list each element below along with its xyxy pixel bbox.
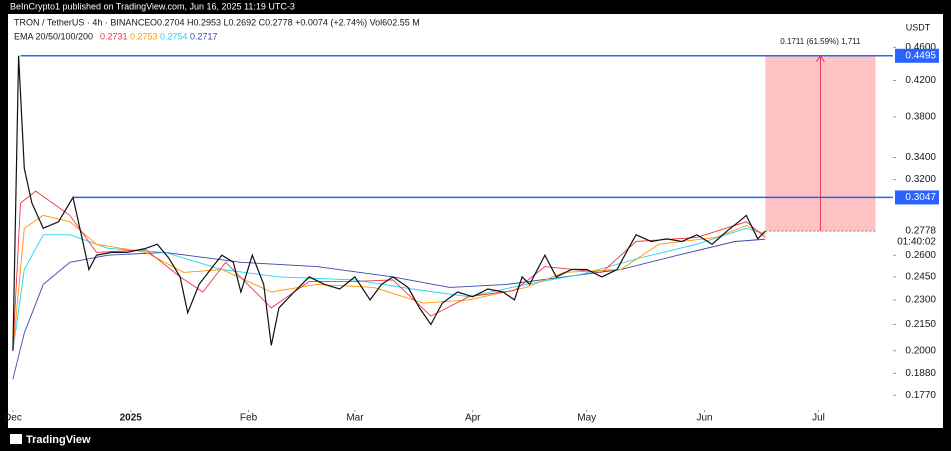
x-tick-label: Mar xyxy=(346,413,364,424)
y-tick-label: 0.1880 xyxy=(905,368,936,379)
brand: TradingView xyxy=(10,434,91,446)
y-tick-label: 0.2450 xyxy=(905,272,936,283)
y-tick-label: 0.4200 xyxy=(905,75,936,86)
current-price: 0.2778 xyxy=(905,226,936,237)
chart-area xyxy=(8,14,943,428)
price-tag xyxy=(895,190,939,205)
indicator-value: 0.2754 xyxy=(160,31,188,41)
x-tick-label: Jun xyxy=(696,413,712,424)
y-tick-label: 0.3800 xyxy=(905,112,936,123)
indicator-value: 0.2717 xyxy=(190,31,218,41)
x-tick-label: May xyxy=(577,413,596,424)
y-tick-label: 0.3400 xyxy=(905,152,936,163)
indicator: EMA 20/50/100/200 xyxy=(14,31,93,41)
y-tick-label: 0.4600 xyxy=(905,42,936,53)
ema-line xyxy=(12,238,766,380)
x-tick-label: Feb xyxy=(240,413,258,424)
price-tag xyxy=(895,48,939,63)
y-tick-label: 0.2600 xyxy=(905,250,936,261)
measure-label: 0.1711 (61.59%) 1,711 xyxy=(780,37,861,46)
ema-line xyxy=(12,214,766,351)
ema-line xyxy=(12,227,766,351)
y-tick-label: 0.2000 xyxy=(905,345,936,356)
y-tick-label: 0.3200 xyxy=(905,174,936,185)
x-tick-label: Dec xyxy=(4,413,22,424)
countdown: 01:40:02 xyxy=(897,237,936,248)
symbol: TRON / TetherUS · 4h · BINANCE xyxy=(14,17,150,27)
y-tick-label: 0.2300 xyxy=(905,295,936,306)
ema-line xyxy=(12,190,766,351)
logo xyxy=(10,434,22,444)
y-tick-label: 0.1770 xyxy=(905,390,936,401)
y-tick-label: 0.2150 xyxy=(905,319,936,330)
brand-name: TradingView xyxy=(26,434,91,446)
x-tick-label: 2025 xyxy=(120,413,143,424)
price-tag-label: 0.4495 xyxy=(905,50,936,61)
ohlc: O0.2704 H0.2953 L0.2692 C0.2778 +0.0074 … xyxy=(150,17,420,27)
x-tick-label: Jul xyxy=(812,413,825,424)
publisher: BeInCrypto1 published on TradingView.com… xyxy=(10,1,295,11)
indicator-value: 0.2731 xyxy=(100,31,128,41)
price-line xyxy=(12,55,766,351)
indicator-value: 0.2753 xyxy=(130,31,158,41)
x-tick-label: Apr xyxy=(465,413,481,424)
price-tag-label: 0.3047 xyxy=(905,192,936,203)
unit: USDT xyxy=(906,22,931,32)
